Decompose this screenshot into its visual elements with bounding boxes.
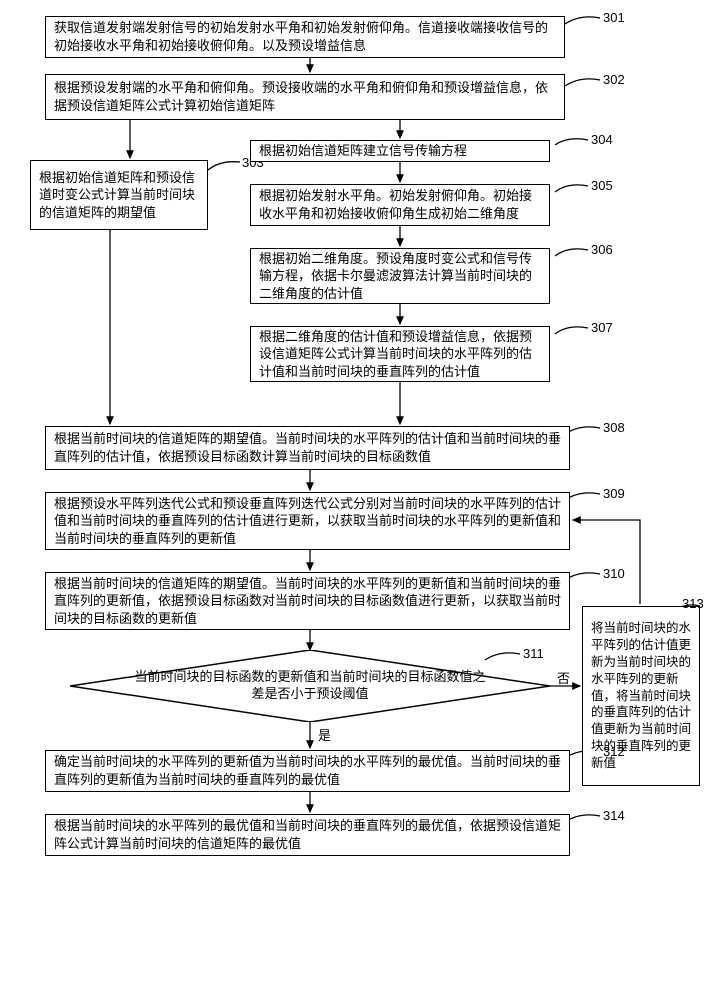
label-314: 314	[603, 808, 625, 823]
node-305-text: 根据初始发射水平角。初始发射俯仰角。初始接收水平角和初始接收俯仰角生成初始二维角…	[259, 187, 541, 222]
label-308: 308	[603, 420, 625, 435]
label-309: 309	[603, 486, 625, 501]
label-304: 304	[591, 132, 613, 147]
node-307-text: 根据二维角度的估计值和预设增益信息，依据预设信道矩阵公式计算当前时间块的水平阵列…	[259, 328, 541, 381]
label-312: 312	[603, 744, 625, 759]
node-311-text: 当前时间块的目标函数的更新值和当前时间块的目标函数值之差是否小于预设阈值	[130, 669, 490, 703]
node-306: 根据初始二维角度。预设角度时变公式和信号传输方程，依据卡尔曼滤波算法计算当前时间…	[250, 248, 550, 304]
node-303-text: 根据初始信道矩阵和预设信道时变公式计算当前时间块的信道矩阵的期望值	[39, 169, 199, 222]
node-304-text: 根据初始信道矩阵建立信号传输方程	[259, 142, 541, 160]
node-302: 根据预设发射端的水平角和俯仰角。预设接收端的水平角和俯仰角和预设增益信息，依据预…	[45, 74, 565, 120]
node-310-text: 根据当前时间块的信道矩阵的期望值。当前时间块的水平阵列的更新值和当前时间块的垂直…	[54, 575, 561, 628]
flowchart-container: 获取信道发射端发射信号的初始发射水平角和初始发射俯仰角。信道接收端接收信号的初始…	[10, 10, 705, 990]
node-305: 根据初始发射水平角。初始发射俯仰角。初始接收水平角和初始接收俯仰角生成初始二维角…	[250, 184, 550, 226]
node-310: 根据当前时间块的信道矩阵的期望值。当前时间块的水平阵列的更新值和当前时间块的垂直…	[45, 572, 570, 630]
label-310: 310	[603, 566, 625, 581]
label-311: 311	[523, 646, 544, 661]
node-314: 根据当前时间块的水平阵列的最优值和当前时间块的垂直阵列的最优值，依据预设信道矩阵…	[45, 814, 570, 856]
node-312-text: 确定当前时间块的水平阵列的更新值为当前时间块的水平阵列的最优值。当前时间块的垂直…	[54, 753, 561, 788]
node-312: 确定当前时间块的水平阵列的更新值为当前时间块的水平阵列的最优值。当前时间块的垂直…	[45, 750, 570, 792]
node-306-text: 根据初始二维角度。预设角度时变公式和信号传输方程，依据卡尔曼滤波算法计算当前时间…	[259, 250, 541, 303]
node-308: 根据当前时间块的信道矩阵的期望值。当前时间块的水平阵列的估计值和当前时间块的垂直…	[45, 426, 570, 470]
decision-yes: 是	[318, 725, 331, 744]
node-304: 根据初始信道矩阵建立信号传输方程	[250, 140, 550, 162]
node-307: 根据二维角度的估计值和预设增益信息，依据预设信道矩阵公式计算当前时间块的水平阵列…	[250, 326, 550, 382]
node-314-text: 根据当前时间块的水平阵列的最优值和当前时间块的垂直阵列的最优值，依据预设信道矩阵…	[54, 817, 561, 852]
label-307: 307	[591, 320, 613, 335]
label-306: 306	[591, 242, 613, 257]
decision-no: 否	[557, 668, 570, 687]
label-313: 313	[682, 596, 704, 611]
label-305: 305	[591, 178, 613, 193]
node-301-text: 获取信道发射端发射信号的初始发射水平角和初始发射俯仰角。信道接收端接收信号的初始…	[54, 19, 556, 54]
node-302-text: 根据预设发射端的水平角和俯仰角。预设接收端的水平角和俯仰角和预设增益信息，依据预…	[54, 79, 556, 114]
node-308-text: 根据当前时间块的信道矩阵的期望值。当前时间块的水平阵列的估计值和当前时间块的垂直…	[54, 430, 561, 465]
label-302: 302	[603, 72, 625, 87]
node-303: 根据初始信道矩阵和预设信道时变公式计算当前时间块的信道矩阵的期望值	[30, 160, 208, 230]
node-311: 当前时间块的目标函数的更新值和当前时间块的目标函数值之差是否小于预设阈值	[70, 650, 550, 722]
node-301: 获取信道发射端发射信号的初始发射水平角和初始发射俯仰角。信道接收端接收信号的初始…	[45, 16, 565, 58]
node-313: 将当前时间块的水平阵列的估计值更新为当前时间块的水平阵列的更新值，将当前时间块的…	[582, 606, 700, 786]
node-309: 根据预设水平阵列迭代公式和预设垂直阵列迭代公式分别对当前时间块的水平阵列的估计值…	[45, 492, 570, 550]
node-309-text: 根据预设水平阵列迭代公式和预设垂直阵列迭代公式分别对当前时间块的水平阵列的估计值…	[54, 495, 561, 548]
label-301: 301	[603, 10, 625, 25]
